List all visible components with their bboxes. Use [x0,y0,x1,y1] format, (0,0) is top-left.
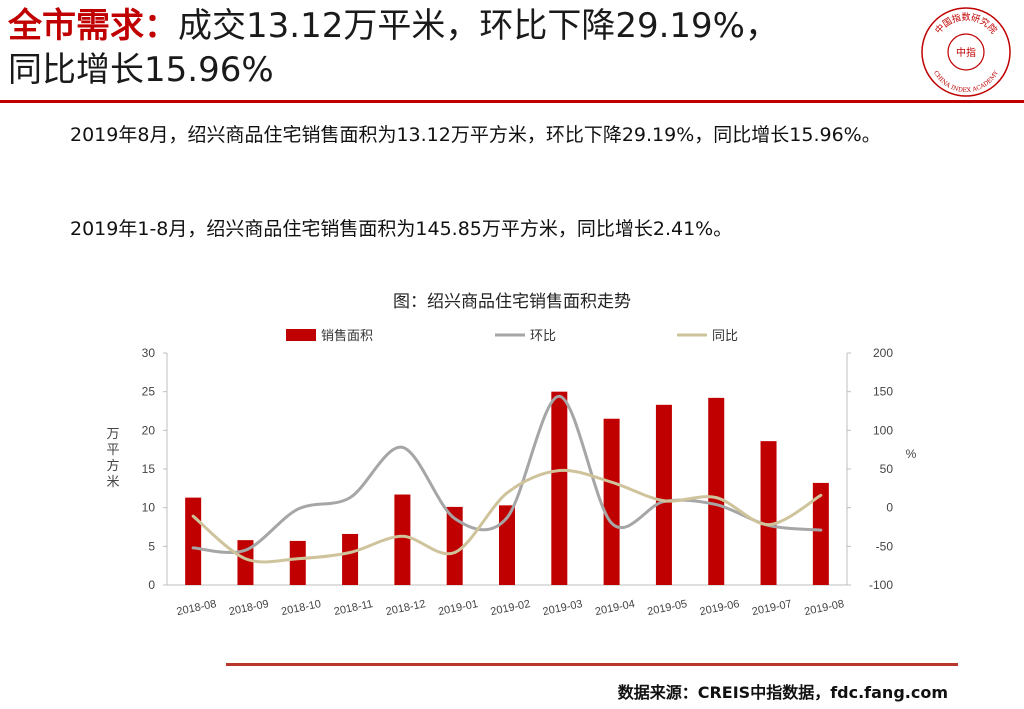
china-index-academy-logo: 中国指数研究院 CHINA INDEX ACADEMY 中指 [921,7,1011,97]
x-tick-label: 2018-12 [385,598,427,618]
title-line-2: 同比增长15.96% [8,50,274,90]
x-tick-label: 2019-06 [699,598,741,618]
data-source: 数据来源：CREIS中指数据，fdc.fang.com [617,683,948,702]
y-right-tick-label: 0 [886,501,893,515]
legend-label: 销售面积 [321,328,373,343]
bar-2019-08 [812,482,829,585]
bar-2019-05 [655,404,672,585]
y-right-tick-label: 50 [880,462,894,476]
x-tick-label: 2018-11 [333,598,374,618]
x-tick-label: 2019-01 [437,598,479,618]
y-left-axis-label-char: 米 [106,474,119,489]
y-left-tick-label: 10 [142,501,156,515]
bar-2018-08 [185,497,202,585]
x-tick-label: 2019-07 [751,598,793,618]
svg-text:CHINA INDEX ACADEMY: CHINA INDEX ACADEMY [932,69,1000,94]
slide-title: 全市需求：成交13.12万平米，环比下降29.19%， 同比增长15.96% [8,4,908,92]
x-tick-label: 2019-04 [594,598,636,618]
y-left-tick-label: 20 [142,423,156,437]
title-divider [0,100,1024,103]
y-left-axis-label-char: 万 [106,426,119,441]
y-left-tick-label: 5 [148,539,155,553]
paragraph-ytd: 2019年1-8月，绍兴商品住宅销售面积为145.85万平方米，同比增长2.41… [70,218,733,240]
y-left-tick-label: 30 [142,346,156,360]
paragraph-monthly: 2019年8月，绍兴商品住宅销售面积为13.12万平方米，环比下降29.19%，… [70,124,881,146]
y-right-tick-label: 200 [873,346,893,360]
x-tick-label: 2018-08 [176,598,218,618]
chart-title: 图：绍兴商品住宅销售面积走势 [393,292,631,312]
y-right-axis-label: % [906,447,917,461]
bar-2018-12 [394,494,411,585]
footer-divider [226,663,958,666]
bar-2019-03 [551,391,568,585]
y-left-tick-label: 15 [142,462,156,476]
y-left-axis-label-char: 平 [106,442,119,457]
x-tick-label: 2019-08 [803,598,845,618]
bar-2018-11 [342,533,359,585]
y-left-tick-label: 25 [142,385,156,399]
legend-label: 环比 [530,328,556,343]
x-tick-label: 2018-10 [280,598,322,618]
x-tick-label: 2019-05 [646,598,688,618]
bar-2018-10 [289,540,306,585]
sales-area-chart: 0 5 10 15 20 25 30 -100 -50 0 50 100 150 200 万平方米% 2018… [106,328,917,618]
y-right-tick-label: 150 [873,385,893,399]
y-left-axis-label-char: 方 [106,458,119,473]
logo-center-text: 中指 [956,46,976,59]
bar-2019-01 [446,506,463,585]
y-right-tick-label: -50 [876,539,894,553]
title-rest: 成交13.12万平米，环比下降29.19%， [178,6,779,46]
legend-swatch-销售面积 [286,329,316,341]
logo-bottom-text: CHINA INDEX ACADEMY [932,69,1000,94]
series-line-环比 [191,394,823,554]
legend-label: 同比 [712,328,738,343]
x-tick-label: 2019-03 [542,598,584,618]
series-line-同比 [191,468,823,564]
title-lead: 全市需求： [8,6,178,46]
bar-2019-02 [499,505,515,585]
y-left-tick-label: 0 [148,578,155,592]
bar-2019-06 [708,397,725,585]
bar-2019-04 [603,418,620,585]
x-tick-label: 2018-09 [228,598,270,618]
title-line-1: 全市需求：成交13.12万平米，环比下降29.19%， [8,4,908,48]
y-right-tick-label: 100 [873,423,893,437]
bar-2019-07 [760,441,777,585]
x-tick-label: 2019-02 [489,598,531,618]
y-right-tick-label: -100 [869,578,893,592]
